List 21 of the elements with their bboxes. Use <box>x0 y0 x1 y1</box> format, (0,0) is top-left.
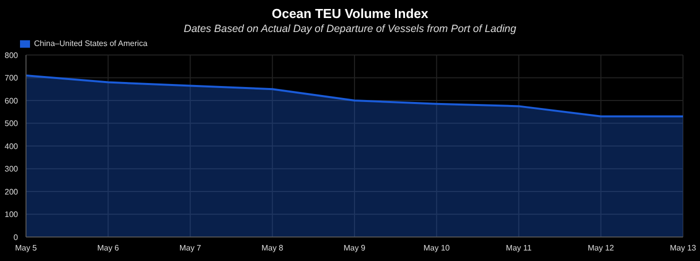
x-tick-label: May 10 <box>424 244 450 253</box>
y-tick-label: 100 <box>4 210 19 220</box>
legend-label: China–United States of America <box>34 39 148 48</box>
y-tick-label: 0 <box>14 232 19 242</box>
y-tick-label: 300 <box>4 164 19 174</box>
y-tick-label: 200 <box>4 187 19 196</box>
x-tick-label: May 8 <box>261 244 284 253</box>
chart-title: Ocean TEU Volume Index <box>270 6 430 21</box>
x-tick-label: May 12 <box>588 244 615 253</box>
y-tick-label: 600 <box>4 96 19 106</box>
y-tick-label: 400 <box>4 142 19 151</box>
x-tick-label: May 13 <box>670 244 697 253</box>
x-tick-label: May 9 <box>344 244 366 253</box>
x-tick-label: May 11 <box>506 244 532 253</box>
y-tick-label: 800 <box>4 50 19 60</box>
x-tick-label: May 5 <box>15 244 38 253</box>
x-tick-label: May 6 <box>97 244 120 253</box>
y-tick-label: 700 <box>4 74 19 83</box>
x-tick-label: May 7 <box>179 244 202 253</box>
chart-subtitle: Dates Based on Actual Day of Departure of Vessels from Port of Lading <box>182 23 518 35</box>
y-tick-label: 500 <box>4 119 19 128</box>
